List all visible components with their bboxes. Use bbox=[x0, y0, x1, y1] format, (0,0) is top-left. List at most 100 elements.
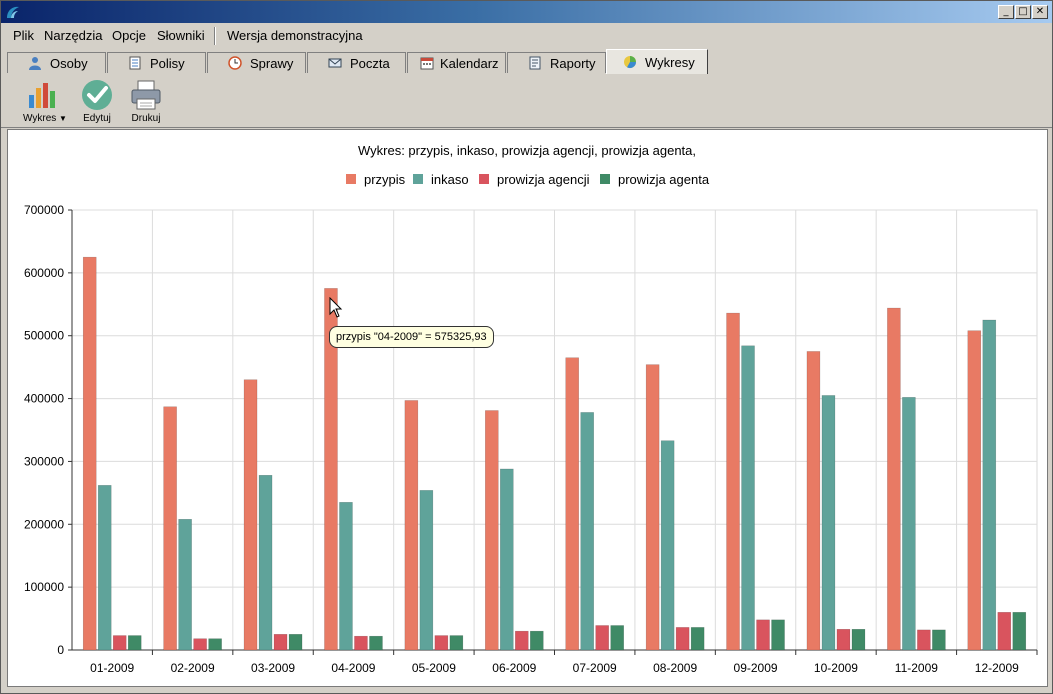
tab-raporty[interactable]: Raporty bbox=[507, 52, 606, 73]
bar bbox=[288, 634, 303, 651]
bar bbox=[354, 635, 368, 651]
y-tick-label: 200000 bbox=[24, 517, 64, 531]
bar bbox=[660, 440, 675, 651]
bar bbox=[836, 629, 851, 651]
menu-slowniki[interactable]: Słowniki bbox=[157, 28, 205, 43]
bar-chart: 0 100000 200000 300000 400000 500000 600000 700… bbox=[24, 143, 1038, 675]
bar bbox=[530, 630, 544, 651]
bar bbox=[273, 634, 288, 651]
x-tick-label: 05-2009 bbox=[412, 661, 456, 675]
bar bbox=[756, 619, 770, 651]
bar bbox=[997, 612, 1012, 651]
bar bbox=[404, 400, 419, 651]
maximize-button[interactable]: □ bbox=[1015, 5, 1031, 19]
x-tick-label: 07-2009 bbox=[573, 661, 617, 675]
bar-chart-icon bbox=[29, 83, 55, 108]
x-tick-label: 12-2009 bbox=[975, 661, 1019, 675]
bar bbox=[902, 397, 916, 651]
pie-chart-icon bbox=[624, 56, 636, 69]
bar bbox=[595, 625, 609, 651]
report-icon bbox=[529, 56, 541, 70]
legend-swatch bbox=[479, 174, 489, 184]
menu-opcje[interactable]: Opcje bbox=[112, 28, 146, 43]
y-tick-label: 500000 bbox=[24, 329, 64, 343]
bar bbox=[515, 630, 529, 651]
tab-polisy[interactable]: Polisy bbox=[107, 52, 206, 73]
tab-label: Wykresy bbox=[645, 55, 695, 70]
value-tooltip: przypis "04-2009" = 575325,93 bbox=[329, 326, 494, 348]
x-tick-label: 01-2009 bbox=[90, 661, 134, 675]
bar bbox=[610, 625, 624, 651]
tab-wykresy[interactable]: Wykresy bbox=[606, 49, 708, 74]
bar bbox=[726, 312, 740, 651]
bar bbox=[163, 406, 177, 651]
x-tick-label: 08-2009 bbox=[653, 661, 697, 675]
bar bbox=[741, 345, 755, 651]
bar bbox=[917, 629, 931, 651]
tab-label: Osoby bbox=[50, 56, 88, 71]
tab-osoby[interactable]: Osoby bbox=[7, 52, 106, 73]
bar bbox=[645, 364, 660, 651]
y-tick-label: 100000 bbox=[24, 580, 64, 594]
y-tick-label: 600000 bbox=[24, 266, 64, 280]
tab-label: Polisy bbox=[150, 56, 185, 71]
tab-label: Poczta bbox=[350, 56, 390, 71]
legend-swatch bbox=[600, 174, 610, 184]
bar bbox=[675, 627, 690, 651]
print-button[interactable]: Drukuj bbox=[123, 79, 169, 125]
person-icon bbox=[29, 57, 41, 70]
legend-swatch bbox=[346, 174, 356, 184]
tab-label: Sprawy bbox=[250, 56, 294, 71]
x-tick-label: 03-2009 bbox=[251, 661, 295, 675]
mouse-cursor-icon bbox=[329, 297, 343, 318]
bar bbox=[112, 635, 127, 651]
chart-type-button[interactable]: Wykres ▼ bbox=[19, 79, 71, 125]
bar bbox=[208, 638, 222, 651]
x-tick-label: 04-2009 bbox=[331, 661, 375, 675]
bar bbox=[932, 629, 946, 651]
x-tick-label: 09-2009 bbox=[734, 661, 778, 675]
legend-label: prowizja agenta bbox=[618, 172, 710, 187]
chart-panel: 0 100000 200000 300000 400000 500000 600000 700… bbox=[7, 129, 1048, 687]
bar bbox=[580, 412, 594, 651]
y-tick-label: 700000 bbox=[24, 203, 64, 217]
tab-poczta[interactable]: Poczta bbox=[307, 52, 406, 73]
menu-bar: Plik Narzędzia Opcje Słowniki Wersja dem… bbox=[1, 25, 1052, 47]
legend-swatch bbox=[413, 174, 423, 184]
edit-button[interactable]: Edytuj bbox=[74, 79, 120, 125]
toolbar: Wykres ▼ Edytuj Drukuj bbox=[1, 75, 1052, 128]
bar bbox=[82, 256, 97, 651]
printer-icon bbox=[131, 80, 161, 110]
bar bbox=[449, 635, 464, 651]
app-logo-icon bbox=[7, 6, 19, 18]
bar bbox=[821, 395, 836, 651]
x-tick-label: 06-2009 bbox=[492, 661, 536, 675]
title-bar[interactable]: _ □ ✕ bbox=[1, 1, 1052, 23]
bar bbox=[565, 357, 579, 651]
envelope-icon bbox=[328, 58, 342, 68]
bar bbox=[485, 410, 499, 651]
y-tick-label: 0 bbox=[57, 643, 64, 657]
tab-kalendarz[interactable]: Kalendarz bbox=[407, 52, 506, 73]
bar bbox=[500, 468, 514, 651]
tab-label: Kalendarz bbox=[440, 56, 499, 71]
bar bbox=[1012, 612, 1027, 651]
document-icon bbox=[129, 56, 141, 70]
bar bbox=[419, 490, 434, 651]
bar bbox=[690, 627, 705, 651]
menu-plik[interactable]: Plik bbox=[13, 28, 34, 43]
close-button[interactable]: ✕ bbox=[1032, 5, 1048, 19]
minimize-button[interactable]: _ bbox=[998, 5, 1014, 19]
chart-type-label: Wykres bbox=[23, 113, 57, 124]
demo-version-label: Wersja demonstracyjna bbox=[227, 28, 363, 43]
bar bbox=[434, 635, 449, 651]
menu-narzedzia[interactable]: Narzędzia bbox=[44, 28, 103, 43]
x-tick-label: 11-2009 bbox=[895, 661, 938, 675]
tab-sprawy[interactable]: Sprawy bbox=[207, 52, 306, 73]
edit-label: Edytuj bbox=[83, 113, 111, 124]
legend-label: inkaso bbox=[431, 172, 469, 187]
y-tick-label: 300000 bbox=[24, 454, 64, 468]
tab-bar: Osoby Polisy Sprawy Poczta Kalendarz Rap… bbox=[1, 49, 1052, 75]
x-tick-label: 02-2009 bbox=[171, 661, 215, 675]
